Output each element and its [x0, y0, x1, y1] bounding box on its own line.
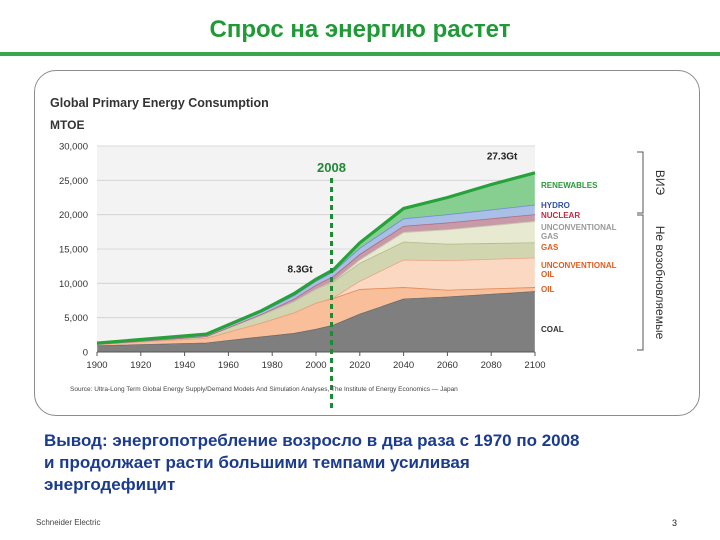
x-tick-label: 2100 — [524, 360, 545, 371]
x-tick-label: 1980 — [262, 360, 283, 371]
legend-label-nuclear: NUCLEAR — [541, 211, 580, 220]
annotation-total-2008: 8.3Gt — [288, 264, 314, 275]
bracket-label-nonrenewable: Не возобновляемые — [653, 226, 667, 340]
legend-label-oil: OIL — [541, 285, 554, 294]
legend-label-hydro: HYDRO — [541, 201, 570, 210]
page-number: 3 — [672, 518, 678, 528]
conclusion-line: энергодефицит — [44, 475, 176, 494]
legend-label-renewables: RENEWABLES — [541, 181, 598, 190]
boundary-unconventional-gas — [96, 221, 536, 345]
conclusion-line: и продолжает расти большими темпами усил… — [44, 453, 470, 472]
conclusion-line: Вывод: энергопотребление возросло в два … — [44, 431, 580, 450]
bracket-nonrenewable — [637, 214, 644, 351]
slide-title: Спрос на энергию растет — [209, 16, 511, 43]
x-tick-label: 1940 — [174, 360, 195, 371]
x-tick-label: 1960 — [218, 360, 239, 371]
annotation-total-2100: 27.3Gt — [487, 152, 518, 163]
chart-title: Global Primary Energy Consumption — [50, 96, 269, 110]
y-tick-label: 0 — [83, 348, 88, 359]
footer-company: Schneider Electric — [36, 518, 101, 527]
total-line — [96, 171, 536, 345]
x-tick-label: 2060 — [437, 360, 458, 371]
chart-source: Source: Ultra-Long Term Global Energy Su… — [70, 386, 458, 393]
y-tick-label: 15,000 — [59, 245, 88, 256]
x-tick-label: 2000 — [305, 360, 326, 371]
x-tick-label: 1920 — [130, 360, 151, 371]
bracket-renewable — [637, 151, 644, 214]
boundary-unconventional-oil — [96, 257, 536, 345]
x-tick-label: 1900 — [86, 360, 107, 371]
bracket-label-renewable: ВИЭ — [653, 170, 667, 196]
y-tick-label: 10,000 — [59, 279, 88, 290]
boundary-nuclear — [96, 214, 536, 345]
title-divider — [0, 52, 720, 56]
y-axis-label: MTOE — [50, 118, 84, 132]
legend-label-gas: GAS — [541, 243, 559, 252]
conclusion-text: Вывод: энергопотребление возросло в два … — [44, 430, 704, 496]
x-tick-label: 2080 — [481, 360, 502, 371]
y-tick-label: 30,000 — [59, 142, 88, 153]
legend-label-unconventional-gas: UNCONVENTIONAL GAS — [541, 223, 617, 241]
boundary-coal — [96, 291, 536, 347]
x-tick-label: 2020 — [349, 360, 370, 371]
year-marker-label: 2008 — [317, 160, 346, 175]
legend-label-coal: COAL — [541, 325, 564, 334]
x-tick-label: 2040 — [393, 360, 414, 371]
y-tick-label: 20,000 — [59, 210, 88, 221]
legend-label-unconventional-oil: UNCONVENTIONAL OIL — [541, 261, 617, 279]
y-tick-label: 5,000 — [64, 313, 88, 324]
y-tick-label: 25,000 — [59, 176, 88, 187]
